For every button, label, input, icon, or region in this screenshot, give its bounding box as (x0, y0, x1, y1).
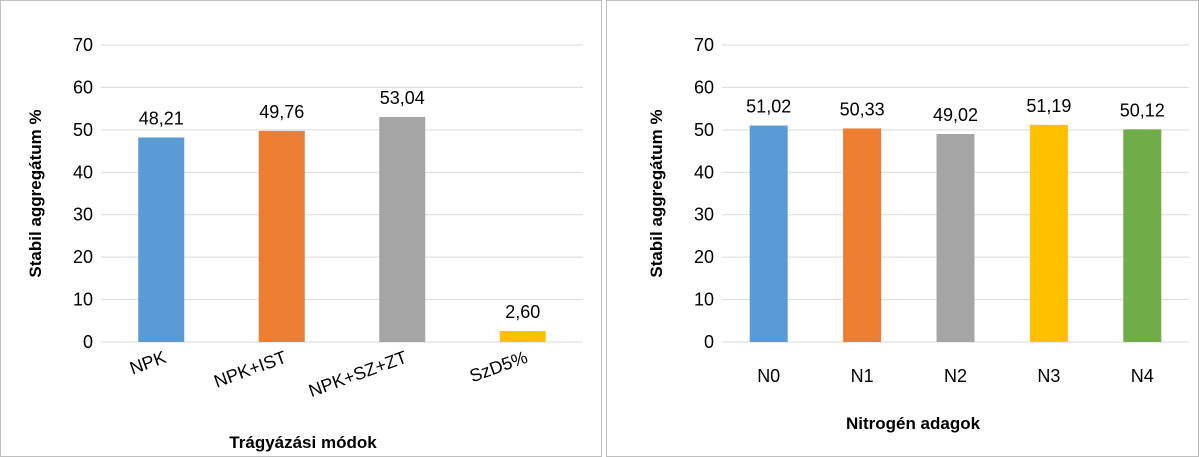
y-tick-label: 60 (73, 77, 93, 97)
chart-panel-right: 0 10 20 30 40 50 60 70 51,02 N0 50,33 N1 49,02 N2 51,1… (606, 0, 1199, 457)
y-tick-label: 10 (73, 290, 93, 310)
x-tick-label: N0 (757, 366, 780, 386)
y-tick-label: 20 (73, 247, 93, 267)
bar-npk (138, 137, 185, 342)
data-label: 51,19 (1026, 96, 1071, 116)
bar-szd5- (499, 330, 546, 342)
y-tick-label: 50 (694, 120, 714, 140)
chart-panel-left: 0 10 20 30 40 50 60 70 48,21 NPK 49,76 NPK+IST 53,04… (0, 0, 602, 457)
data-label: 53,04 (380, 88, 425, 108)
y-tick-label: 70 (694, 35, 714, 55)
x-tick-label: SzD5% (467, 347, 530, 386)
bar-n3 (1029, 124, 1068, 343)
y-tick-label: 0 (704, 332, 714, 352)
y-tick-label: 50 (73, 120, 93, 140)
y-tick-label: 30 (73, 205, 93, 225)
data-label: 50,33 (840, 99, 885, 119)
data-label: 48,21 (139, 108, 184, 128)
bar-n4 (1123, 129, 1162, 342)
x-axis-title: Nitrogén adagok (846, 414, 981, 433)
bar-chart-right: 0 10 20 30 40 50 60 70 51,02 N0 50,33 N1 49,02 N2 51,1… (647, 35, 1189, 433)
x-axis-title: Trágyázási módok (229, 433, 377, 452)
y-tick-label: 40 (694, 162, 714, 182)
data-label: 2,60 (505, 302, 540, 322)
data-label: 50,12 (1120, 100, 1165, 120)
y-tick-label: 70 (73, 35, 93, 55)
y-tick-label: 60 (694, 77, 714, 97)
y-axis-title: Stabil aggregátum % (26, 109, 45, 277)
x-tick-label: NPK+IST (211, 347, 289, 392)
y-tick-label: 0 (83, 332, 93, 352)
bar-chart-left: 0 10 20 30 40 50 60 70 48,21 NPK 49,76 NPK+IST 53,04… (26, 35, 583, 452)
data-label: 49,76 (259, 102, 304, 122)
x-tick-label: N2 (944, 366, 967, 386)
y-tick-label: 20 (694, 247, 714, 267)
data-label: 49,02 (933, 105, 978, 125)
bar-n1 (843, 128, 882, 342)
bar-n2 (936, 134, 975, 342)
bar-npk-ist (258, 130, 305, 342)
x-tick-label: N4 (1131, 366, 1154, 386)
y-tick-label: 10 (694, 290, 714, 310)
x-tick-label: NPK+SZ+ZT (306, 347, 410, 401)
x-tick-label: NPK (127, 347, 169, 378)
bar-n0 (749, 125, 788, 343)
data-label: 51,02 (746, 97, 791, 117)
x-tick-label: N3 (1037, 366, 1060, 386)
bar-npk-sz-zt (379, 116, 426, 342)
y-tick-label: 40 (73, 162, 93, 182)
y-axis-title: Stabil aggregátum % (647, 109, 666, 277)
x-tick-label: N1 (851, 366, 874, 386)
y-tick-label: 30 (694, 205, 714, 225)
